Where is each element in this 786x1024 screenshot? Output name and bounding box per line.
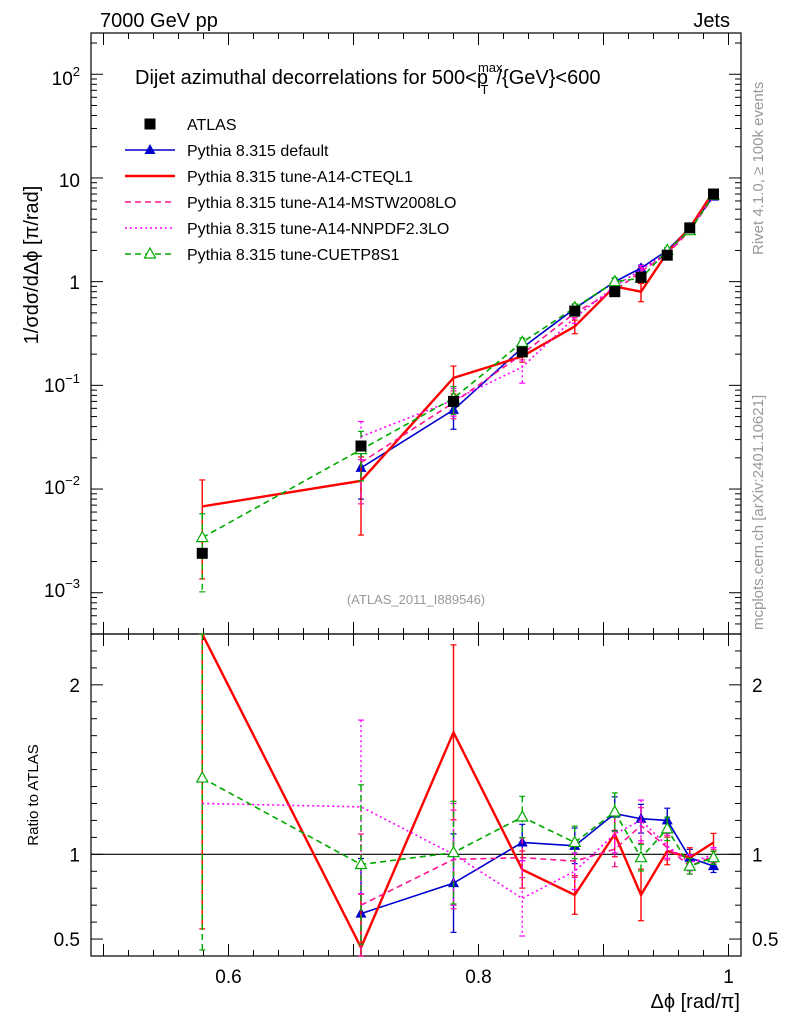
atlas-data-point: [355, 440, 367, 452]
y-tick-label-10: 10: [59, 171, 80, 192]
legend-marker: [144, 144, 156, 154]
legend-marker: [144, 118, 156, 130]
chart-title-main: Dijet azimuthal decorrelations for 500<p: [135, 67, 488, 89]
data-point: [195, 530, 209, 543]
x-tick-label: 0.8: [465, 967, 491, 988]
ratio-point: [446, 845, 461, 858]
ratio-line: [201, 777, 714, 868]
legend-label: Pythia 8.315 tune-A14-NNPDF2.3LO: [187, 221, 449, 238]
ratio-line: [201, 633, 715, 951]
atlas-data-point: [516, 346, 528, 358]
series-0: [355, 190, 719, 957]
legend-label: Pythia 8.315 tune-A14-CTEQL1: [187, 169, 413, 186]
series-line: [360, 196, 715, 464]
x-axis-title: Δϕ [rad/π]: [651, 991, 741, 1013]
atlas-data-point: [708, 188, 719, 200]
ratio-tick-label: 0.5: [54, 930, 80, 951]
ratio-line: [202, 802, 714, 900]
atlas-data-point: [609, 286, 621, 298]
series-2: [358, 194, 717, 957]
ratio-tick-label-right: 0.5: [752, 930, 778, 951]
mcplots-label: mcplots.cern.ch [arXiv:2401.10621]: [750, 395, 767, 630]
ratio-tick-label-right: 1: [752, 845, 763, 866]
x-tick-label: 1: [723, 967, 734, 988]
data-point: [608, 274, 622, 287]
legend-entry-4: Pythia 8.315 tune-A14-NNPDF2.3LO: [125, 221, 449, 238]
legend-marker: [143, 246, 157, 259]
chart-title-sub: T: [481, 82, 489, 97]
series-3: [202, 192, 717, 937]
data-point: [515, 335, 529, 347]
ratio-point: [568, 835, 582, 848]
y-tick-label-100: 102: [52, 64, 80, 90]
ratio-plot-frame: [90, 633, 742, 957]
legend-label: Pythia 8.315 tune-CUETP8S1: [187, 247, 400, 264]
legend-entry-3: Pythia 8.315 tune-A14-MSTW2008LO: [125, 195, 456, 212]
atlas-data-point: [661, 249, 673, 261]
header-right: Jets: [693, 10, 730, 32]
y-tick-label-1: 1: [69, 273, 80, 294]
y-tick-labels: 10−3 10−2 10−1 1 10 102: [44, 64, 80, 602]
y-axis-title: 1/σdσ/dΔϕ [π/rad]: [21, 186, 43, 345]
legend-label: Pythia 8.315 tune-A14-MSTW2008LO: [187, 195, 456, 212]
ratio-point: [195, 770, 209, 783]
y-tick-label-1e-3: 10−3: [44, 576, 80, 602]
legend: ATLAS Pythia 8.315 default Pythia 8.315 tu…: [125, 117, 456, 264]
ratio-point: [608, 804, 622, 817]
legend-label: ATLAS: [187, 117, 237, 134]
analysis-id: (ATLAS_2011_I889546): [347, 592, 485, 607]
atlas-data-point: [635, 271, 647, 283]
ratio-point: [660, 821, 674, 834]
legend-entry-2: Pythia 8.315 tune-A14-CTEQL1: [125, 169, 413, 186]
y-tick-label-1e-1: 10−1: [44, 371, 80, 397]
atlas-data-point: [569, 305, 581, 317]
chart-title: Dijet azimuthal decorrelations for 500<p…: [135, 60, 600, 97]
ratio-point: [706, 850, 721, 863]
ratio-point: [708, 860, 719, 871]
atlas-data-point: [448, 395, 459, 407]
series-line: [201, 194, 715, 539]
legend-label: Pythia 8.315 default: [187, 143, 329, 160]
atlas-data-point: [684, 222, 696, 234]
legend-entry-1: Pythia 8.315 default: [125, 143, 329, 160]
ratio-point: [683, 858, 697, 871]
rivet-label: Rivet 4.1.0, ≥ 100k events: [750, 82, 767, 255]
series-line: [202, 190, 715, 508]
series-atlas: [196, 188, 719, 559]
y-tick-label-1e-2: 10−2: [44, 473, 80, 499]
ratio-point: [634, 850, 648, 863]
ratio-y-axis-title: Ratio to ATLAS: [25, 744, 42, 845]
ratio-line: [360, 824, 714, 906]
ratio-tick-label: 1: [69, 845, 80, 866]
header-left: 7000 GeV pp: [100, 10, 218, 32]
ratio-tick-label-right: 2: [752, 676, 763, 697]
ratio-point: [354, 857, 368, 870]
x-tick-label: 0.6: [215, 967, 241, 988]
ratio-tick-label: 2: [69, 676, 80, 697]
legend-entry-0: ATLAS: [144, 117, 237, 134]
chart-title-sup: max: [478, 60, 503, 75]
legend-entry-5: Pythia 8.315 tune-CUETP8S1: [125, 246, 400, 264]
atlas-data-point: [196, 547, 208, 559]
ratio-point: [515, 809, 529, 822]
chart-title-tail: /{GeV}<600: [496, 67, 600, 89]
